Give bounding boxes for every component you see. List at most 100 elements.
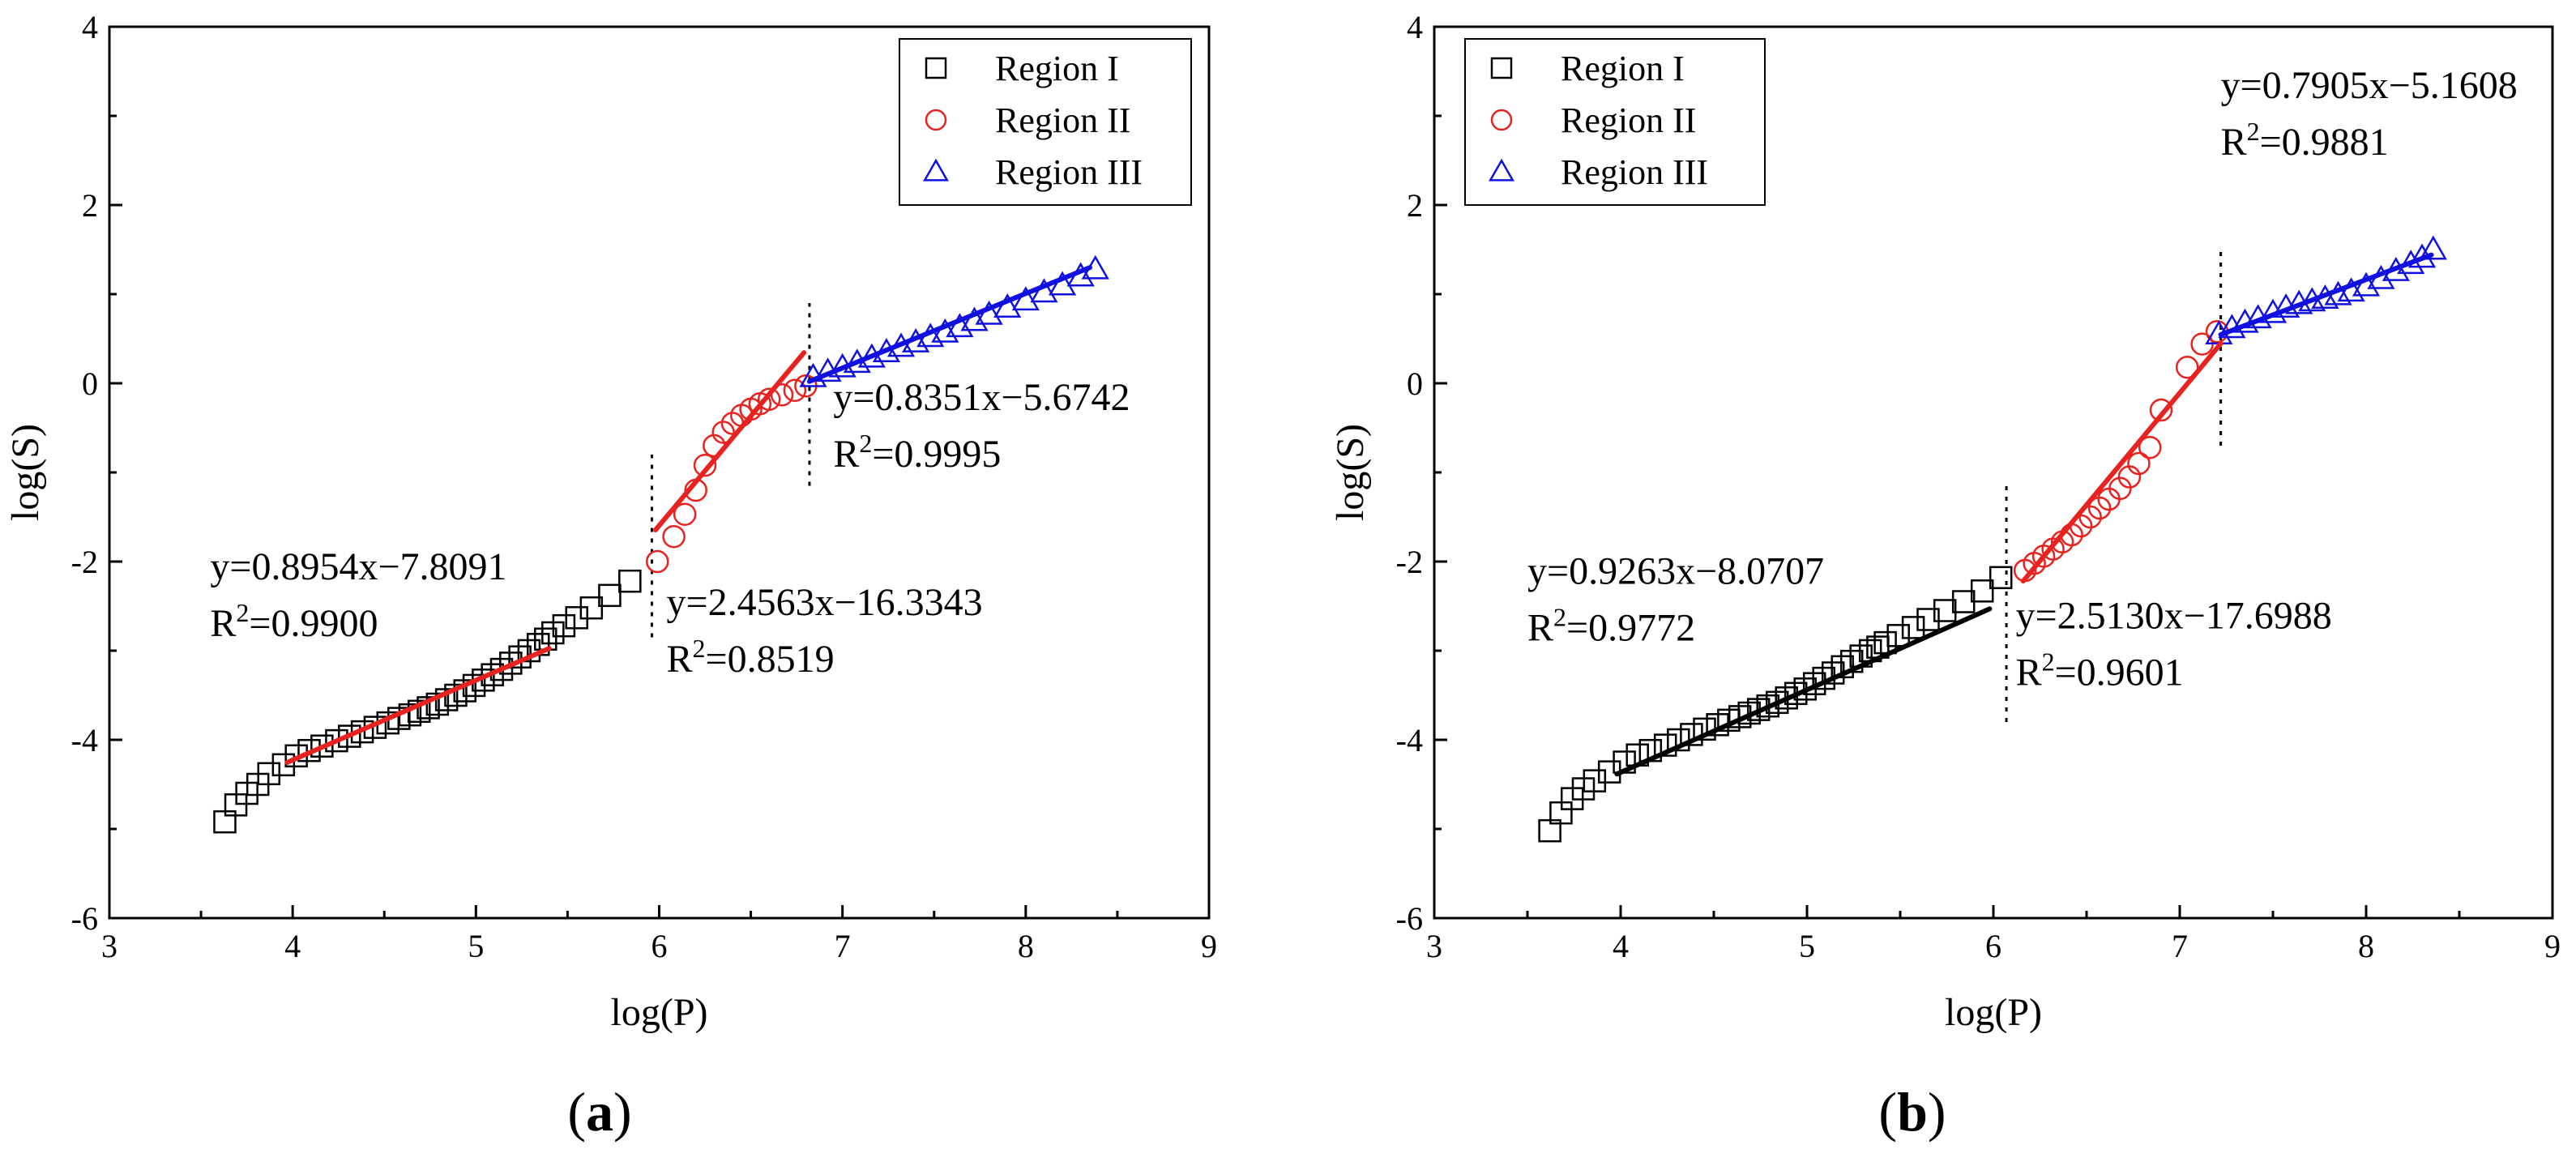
chart-a-point bbox=[257, 762, 281, 786]
chart-b-fit-line bbox=[2218, 252, 2434, 337]
chart-b-legend-label: Region I bbox=[1561, 49, 1685, 88]
chart-b-point bbox=[2087, 496, 2112, 520]
chart-a-y-tick-label: 4 bbox=[82, 9, 98, 45]
chart-b-x-tick-label: 8 bbox=[2358, 928, 2374, 964]
chart-b-point bbox=[1916, 608, 1940, 631]
chart-b-x-tick-label: 6 bbox=[1985, 928, 2001, 964]
chart-b-point bbox=[2108, 476, 2132, 501]
chart-a-y-tick-label: -4 bbox=[71, 722, 98, 758]
chart-a-fit-line bbox=[652, 350, 807, 532]
chart-b-point bbox=[2078, 505, 2102, 529]
chart-a-point bbox=[271, 753, 296, 777]
chart-b-r-squared: R2=0.9601 bbox=[2016, 647, 2184, 694]
chart-b-fit-equation: y=2.5130x−17.6988 bbox=[2016, 595, 2332, 638]
chart-a-point bbox=[579, 596, 604, 620]
chart-a-point bbox=[645, 549, 669, 574]
chart-a-fit-equation: y=0.8954x−7.8091 bbox=[210, 545, 506, 588]
chart-b-point bbox=[1653, 733, 1677, 757]
chart-a-x-tick-label: 9 bbox=[1201, 928, 1217, 964]
chart-b-y-tick-label: 0 bbox=[1407, 365, 1423, 402]
chart-a-point bbox=[783, 378, 807, 403]
chart-a-x-axis-title: log(P) bbox=[611, 991, 708, 1034]
chart-b-point bbox=[1756, 694, 1779, 718]
chart-a-y-axis-title: log(S) bbox=[4, 424, 47, 521]
chart-b-legend-box bbox=[1464, 38, 1766, 206]
chart-b-point bbox=[1886, 624, 1910, 647]
chart-a-legend: Region I Region II Region III bbox=[899, 38, 1192, 206]
chart-a-point bbox=[481, 663, 504, 686]
chart-b-legend: Region I Region II Region III bbox=[1464, 38, 1766, 206]
chart-b-legend-label: Region III bbox=[1561, 152, 1708, 192]
chart-b-x-axis-title: log(P) bbox=[1945, 991, 2042, 1034]
chart-a-legend-label: Region I bbox=[995, 49, 1119, 88]
chart-b-legend-marker bbox=[1490, 109, 1513, 131]
chart-a-x-tick-label: 6 bbox=[651, 928, 668, 964]
chart-b-r-squared: R2=0.9772 bbox=[1527, 603, 1695, 650]
chart-b-point bbox=[1583, 769, 1607, 792]
chart-b-series-region-ii bbox=[2013, 319, 2229, 583]
chart-a-legend-marker bbox=[925, 109, 947, 131]
chart-b-y-tick-label: -6 bbox=[1396, 900, 1423, 937]
chart-b-point bbox=[2352, 271, 2381, 297]
chart-b-r-squared: R2=0.9881 bbox=[2221, 117, 2389, 164]
chart-a-point bbox=[325, 728, 348, 753]
chart-a-fit-line bbox=[284, 646, 552, 765]
chart-a-y-tick-label: 2 bbox=[82, 187, 98, 224]
chart-b-y-tick-label: -4 bbox=[1396, 722, 1423, 758]
chart-b-point bbox=[2419, 235, 2447, 260]
chart-b-fit-line bbox=[1614, 606, 1993, 777]
chart-b-point bbox=[2175, 355, 2199, 379]
chart-a-point bbox=[757, 387, 781, 412]
chart-b-legend-marker bbox=[1490, 57, 1513, 79]
chart-b-y-tick-label: 4 bbox=[1407, 9, 1423, 45]
chart-b-legend-marker bbox=[1489, 158, 1514, 182]
chart-a-point bbox=[310, 734, 334, 758]
chart-a-point bbox=[1011, 286, 1040, 311]
chart-a-r-squared: R2=0.9995 bbox=[833, 429, 1001, 476]
chart-b-point bbox=[1970, 579, 1994, 603]
chart-b-x-tick-label: 3 bbox=[1426, 928, 1442, 964]
chart-a-legend-label: Region II bbox=[995, 100, 1130, 140]
chart-a-series-region-ii bbox=[645, 374, 818, 574]
chart-b-fit-line bbox=[2020, 341, 2224, 584]
chart-a-x-tick-label: 7 bbox=[835, 928, 851, 964]
chart-a-r-squared: R2=0.8519 bbox=[667, 634, 835, 681]
chart-b-point bbox=[1746, 698, 1771, 721]
chart-a-x-tick-label: 3 bbox=[101, 928, 117, 964]
chart-b-x-tick-label: 9 bbox=[2544, 928, 2561, 964]
chart-a-panel-label: (a) bbox=[567, 1081, 631, 1143]
chart-a-y-tick-label: -6 bbox=[71, 900, 98, 937]
chart-b-point bbox=[1901, 616, 1925, 639]
chart-a-point bbox=[338, 724, 361, 748]
chart-b-point bbox=[1765, 690, 1789, 715]
chart-b-y-tick-label: 2 bbox=[1407, 187, 1423, 224]
chart-a-legend-marker bbox=[925, 57, 947, 79]
chart-a-legend-label: Region III bbox=[995, 152, 1143, 192]
chart-a-y-tick-label: -2 bbox=[71, 544, 98, 580]
chart-b-point bbox=[2127, 451, 2151, 476]
chart-b-fit-equation: y=0.7905x−5.1608 bbox=[2221, 64, 2518, 107]
chart-a: 3 4 5 6 7 8 9 -6 -4 -2 0 2 4 log(P) log(S) y=0.8954x−7.… bbox=[4, 9, 1217, 1143]
chart-b-point bbox=[2149, 398, 2173, 422]
chart-b-fit-equation: y=0.9263x−8.0707 bbox=[1527, 550, 1824, 593]
chart-b-x-tick-label: 5 bbox=[1799, 928, 1815, 964]
chart-a-point bbox=[711, 421, 735, 444]
chart-a-point bbox=[618, 569, 642, 593]
chart-a-x-tick-label: 5 bbox=[468, 928, 484, 964]
chart-b-x-tick-label: 4 bbox=[1613, 928, 1629, 964]
chart-b-y-axis-title: log(S) bbox=[1329, 424, 1372, 521]
chart-a-point bbox=[673, 502, 697, 526]
chart-a-point bbox=[598, 583, 622, 608]
chart-b-point bbox=[1933, 599, 1957, 622]
chart-b-legend-label: Region II bbox=[1561, 100, 1696, 140]
chart-b-point bbox=[2138, 435, 2162, 459]
chart-b-x-tick-label: 7 bbox=[2172, 928, 2188, 964]
chart-a-x-tick-label: 8 bbox=[1018, 928, 1034, 964]
chart-a-point bbox=[662, 524, 686, 549]
chart-b-panel-label: (b) bbox=[1878, 1081, 1946, 1143]
chart-a-r-squared: R2=0.9900 bbox=[210, 598, 378, 645]
chart-b-point bbox=[1989, 566, 2013, 590]
chart-a-y-tick-label: 0 bbox=[82, 365, 98, 402]
chart-a-point bbox=[489, 657, 514, 681]
